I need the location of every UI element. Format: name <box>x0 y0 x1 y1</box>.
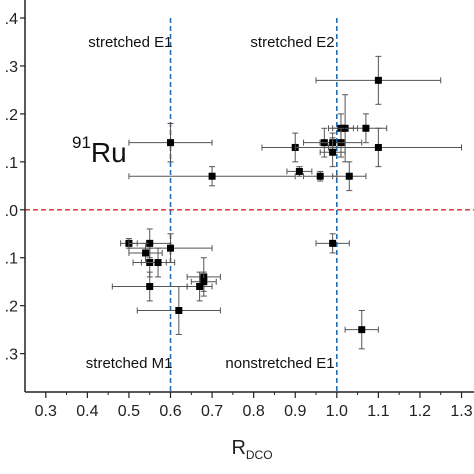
y-tick-label-4: .0 <box>5 203 18 220</box>
point-marker <box>374 76 382 84</box>
nuclide-label: 91Ru <box>72 133 127 168</box>
x-tick-label-0: 0.3 <box>35 403 57 420</box>
x-axis-label-subscript: DCO <box>246 448 273 462</box>
nuclide-symbol: Ru <box>91 137 127 168</box>
data-point-15 <box>315 233 350 254</box>
point-marker <box>208 172 216 180</box>
point-marker <box>167 244 175 252</box>
point-marker <box>329 148 337 156</box>
y-tick-label-5: .1 <box>5 251 18 268</box>
data-point-21 <box>140 247 176 278</box>
reference-lines <box>25 18 474 392</box>
point-marker <box>154 259 162 267</box>
axes: 0.3 0.4 0.5 0.6 0.7 0.8 0.9 1.0 1.1 1.2 1.3 .4 .3 .2.… <box>5 0 474 420</box>
y-tick-label-0: .4 <box>5 11 18 28</box>
x-axis-label: RDCO <box>231 437 272 462</box>
region-label-1: stretched E2 <box>250 34 334 51</box>
y-tick-label-1: .3 <box>5 59 18 76</box>
data-point-14 <box>303 170 338 182</box>
x-tick-label-3: 0.6 <box>159 403 181 420</box>
y-tick-label-3: .1 <box>5 155 18 172</box>
data-point-13 <box>286 166 313 177</box>
data-point-0 <box>128 122 213 163</box>
point-marker <box>345 172 353 180</box>
point-marker <box>167 139 175 147</box>
point-marker <box>142 249 150 257</box>
nuclide-mass: 91 <box>72 133 91 152</box>
data-point-2 <box>315 55 442 105</box>
data-point-1 <box>128 166 296 187</box>
y-tick-label-7: .3 <box>5 347 18 364</box>
x-axis-label-main: R <box>231 437 245 459</box>
point-marker <box>374 143 382 151</box>
data-points <box>111 55 463 350</box>
x-tick-label-7: 1.0 <box>326 403 348 420</box>
point-marker <box>175 306 183 314</box>
data-point-12 <box>332 161 367 192</box>
y-tick-label-2: .2 <box>5 107 18 124</box>
x-tick-label-8: 1.1 <box>367 403 389 420</box>
annotations: stretched E1 stretched E2 stretched M1 nons… <box>86 34 335 372</box>
point-marker <box>200 278 208 286</box>
point-marker <box>196 283 204 291</box>
data-point-27 <box>344 309 379 350</box>
point-marker <box>146 283 154 291</box>
data-point-26 <box>136 286 221 335</box>
x-tick-label-4: 0.7 <box>201 403 223 420</box>
x-tick-label-6: 0.9 <box>284 403 306 420</box>
y-tick-label-6: .2 <box>5 299 18 316</box>
point-marker <box>362 124 370 132</box>
x-tick-label-2: 0.5 <box>118 403 140 420</box>
data-point-10 <box>294 127 463 168</box>
x-tick-label-1: 0.4 <box>76 403 98 420</box>
point-marker <box>358 326 366 334</box>
region-label-3: nonstretched E1 <box>225 355 334 372</box>
data-point-11 <box>319 137 346 168</box>
point-marker <box>329 239 337 247</box>
point-marker <box>295 167 303 175</box>
data-point-23 <box>190 271 217 292</box>
x-tick-label-5: 0.8 <box>243 403 265 420</box>
point-marker <box>146 239 154 247</box>
region-label-0: stretched E1 <box>88 34 172 51</box>
x-tick-label-9: 1.2 <box>409 403 431 420</box>
data-point-24 <box>186 271 213 302</box>
data-point-25 <box>111 271 188 302</box>
region-label-2: stretched M1 <box>86 355 173 372</box>
point-marker <box>316 172 324 180</box>
x-tick-label-10: 1.3 <box>450 403 472 420</box>
data-point-19 <box>128 233 213 264</box>
